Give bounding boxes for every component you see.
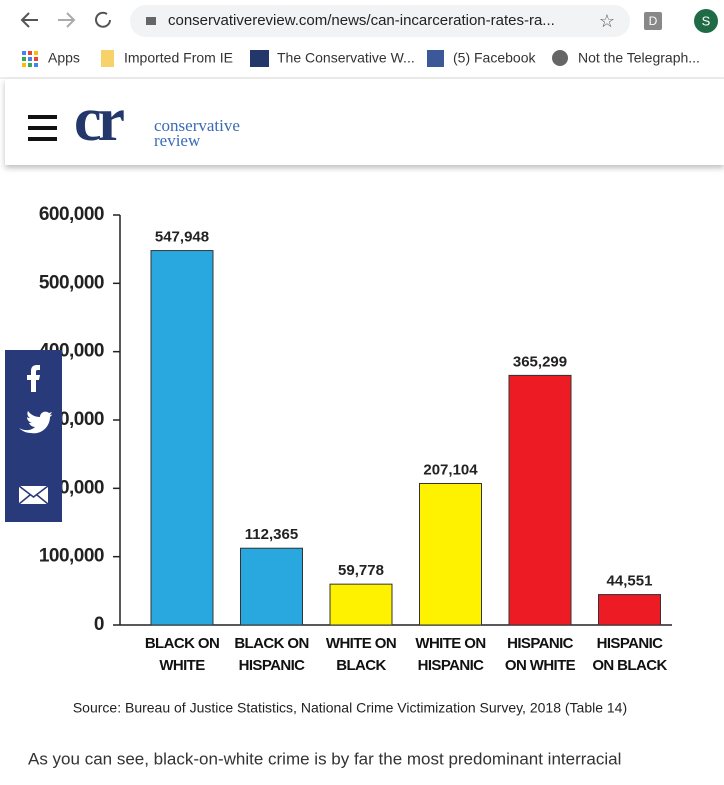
bookmark[interactable]: Imported From IE [124,50,233,66]
email-share[interactable] [18,485,49,505]
chart-source: Source: Bureau of Justice Statistics, Na… [73,700,627,716]
logo-text: conservative [154,116,240,135]
bar [240,547,303,626]
logo[interactable]: cr [74,86,129,154]
x-tick-label: WHITE ON BLACK [325,635,397,674]
globe-icon [552,50,568,66]
x-tick-label: BLACK ON HISPANIC [234,635,309,674]
value-label: 365,299 [513,353,567,370]
value-label: 207,104 [423,461,478,478]
value-label: 59,778 [338,562,384,579]
x-tick-label-box: BLACK ON HISPANIC [234,635,309,674]
chart-area: INTERRACIAL VIOLENT CRIME INCIDENTS 2018… [39,143,672,716]
cw-icon [250,50,269,67]
reload-button[interactable] [95,11,111,28]
folder-icon [101,50,114,67]
bookmark[interactable]: Not the Telegraph... [578,50,700,66]
extension[interactable] [644,12,662,30]
facebook-icon [427,50,444,67]
x-tick-label: BLACK ON WHITE [144,635,220,674]
y-tick-label: 100,000 [39,546,104,567]
site-header [5,79,724,165]
bookmark[interactable]: The Conservative W... [277,50,415,66]
share-bar [5,350,62,522]
x-tick-label-box: HISPANIC ON BLACK [592,635,667,674]
star-icon[interactable]: ☆ [599,11,615,31]
x-tick-label: WHITE ON HISPANIC [415,635,486,674]
bookmark[interactable]: (5) Facebook [453,50,536,66]
x-tick-label-box: BLACK ON WHITE [144,635,220,674]
x-tick-label-box: HISPANIC ON WHITE [504,635,576,674]
bar [150,250,214,626]
x-tick-label-box: WHITE ON BLACK [325,635,397,674]
forward-button[interactable] [58,12,76,28]
address-bar[interactable] [130,5,630,37]
back-button[interactable] [20,12,38,28]
profile-label: S [702,13,711,28]
bar [329,583,393,626]
x-tick-label: HISPANIC ON WHITE [504,635,576,674]
article-text: As you can see, black-on-white crime is … [28,749,621,768]
bar [508,374,572,626]
apps-icon [22,51,38,67]
value-label: 547,948 [155,229,209,246]
y-tick-label: 0 [94,614,104,635]
value-label: 44,551 [607,573,653,590]
value-label: 112,365 [245,526,298,543]
url: conservativereview.com/news/can-incarcer… [168,12,555,29]
menu-icon[interactable] [28,115,57,141]
facebook-share[interactable] [27,365,40,392]
lock-icon [146,17,156,25]
bookmark[interactable]: Apps [48,50,80,66]
bar [598,594,661,626]
profile[interactable] [694,9,718,33]
y-tick-label: 600,000 [39,204,104,225]
extension-label: D [649,14,658,28]
bar [419,482,482,626]
twitter-share[interactable] [19,411,53,434]
logo-text: review [154,131,201,150]
x-tick-label: HISPANIC ON BLACK [592,635,667,674]
y-tick-label: 500,000 [39,272,104,293]
bookmarks-bar [0,40,724,78]
x-tick-label-box: WHITE ON HISPANIC [415,635,486,674]
